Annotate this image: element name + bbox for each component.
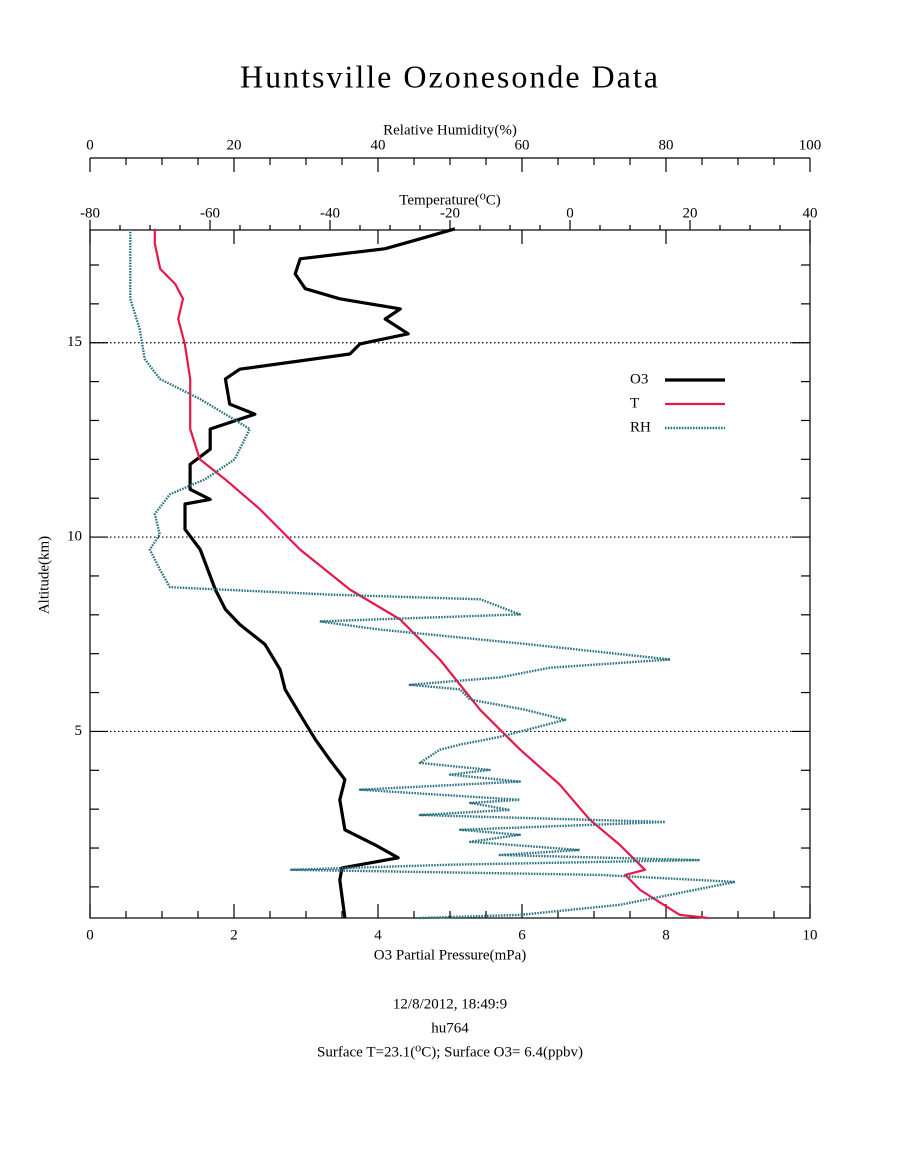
x3-tick-label: 0	[86, 137, 94, 153]
x2-tick-label: -60	[200, 205, 220, 221]
x2-axis-label: Temperature(⁰C)	[399, 192, 501, 208]
x-tick-label: 4	[374, 927, 382, 943]
y-tick-label: 10	[67, 529, 82, 545]
legend-label: RH	[630, 419, 651, 435]
y-axis-label: Altitude(km)	[36, 536, 52, 614]
plot-frame	[89, 229, 811, 919]
x3-tick-label: 40	[371, 137, 386, 153]
x3-tick-label: 20	[227, 137, 242, 153]
x-tick-label: 10	[803, 927, 818, 943]
x2-tick-label: 0	[566, 205, 574, 221]
y-tick-label: 15	[67, 334, 82, 350]
x2-tick-label: -20	[440, 205, 460, 221]
x-axis-label: O3 Partial Pressure(mPa)	[374, 947, 526, 963]
x3-tick-label: 80	[659, 137, 674, 153]
series-line	[183, 227, 456, 919]
x3-axis-label: Relative Humidity(%)	[383, 122, 517, 138]
x2-tick-label: -40	[320, 205, 340, 221]
x-tick-label: 6	[518, 927, 526, 943]
x3-tick-label: 60	[515, 137, 530, 153]
x3-tick-label: 100	[799, 137, 822, 153]
x2-tick-label: 20	[683, 205, 698, 221]
x2-tick-label: -80	[80, 205, 100, 221]
footer-line: 12/8/2012, 18:49:9	[393, 996, 507, 1012]
chart-title: Huntsville Ozonesonde Data	[240, 58, 660, 94]
x-tick-label: 2	[230, 927, 238, 943]
x2-tick-label: 40	[803, 205, 818, 221]
x-tick-label: 0	[86, 927, 94, 943]
footer-line: Surface T=23.1(⁰C); Surface O3= 6.4(ppbv…	[317, 1044, 583, 1060]
y-tick-label: 5	[75, 723, 83, 739]
footer-line: hu764	[431, 1020, 469, 1036]
legend-label: T	[630, 395, 639, 411]
legend-label: O3	[630, 371, 648, 387]
series-line	[129, 228, 737, 920]
x-tick-label: 8	[662, 927, 670, 943]
